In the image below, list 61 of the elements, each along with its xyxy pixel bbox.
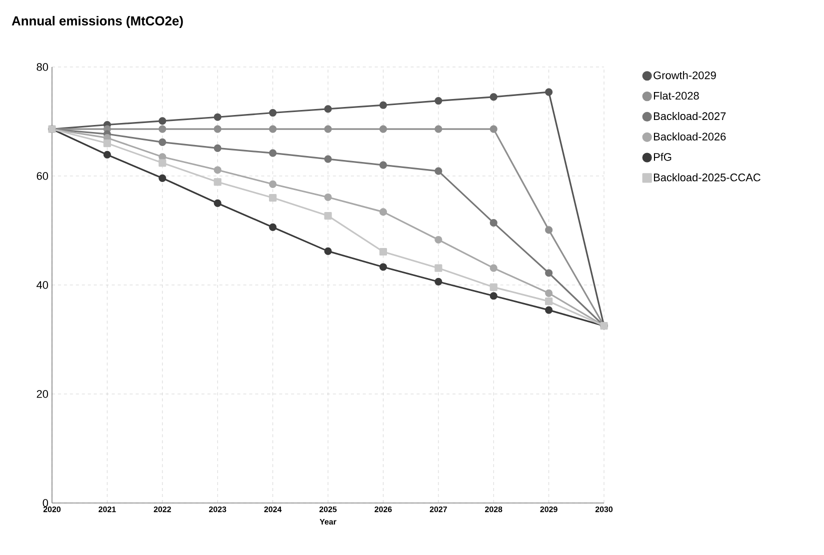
legend-label: PfG [654,152,672,161]
y-tick-label: 0 [42,499,48,507]
point [545,226,553,234]
legend-label: Backload-2027 [654,112,726,120]
point [324,247,332,255]
point [545,88,553,96]
point [434,236,442,244]
point [269,180,277,188]
point [379,263,388,271]
point [434,96,442,105]
point [324,105,332,113]
point [490,219,498,227]
point [214,178,222,186]
point [158,159,166,167]
point [379,161,388,169]
point [545,289,553,297]
point [158,117,166,125]
point [490,292,498,300]
point [434,278,442,286]
point [214,166,222,174]
point [324,125,332,133]
point [324,212,332,220]
legend-label: Flat-2028 [654,92,699,100]
chart-title: Annual emissions (MtCO2e) [12,16,183,28]
point [379,101,388,109]
point [324,193,332,202]
point [324,155,332,163]
point [434,264,442,272]
point [379,248,388,256]
point [379,125,388,133]
point [490,93,498,101]
y-tick-label: 80 [36,63,48,71]
point [214,199,222,208]
point [434,125,442,133]
point [214,113,222,121]
point [103,139,112,148]
point [545,306,553,314]
point [545,269,553,277]
y-tick-label: 20 [36,390,48,398]
point [490,125,498,133]
point [490,283,498,291]
point [269,149,277,157]
legend-label: Backload-2025-CCAC [654,173,760,182]
point [545,298,553,306]
point [214,125,222,133]
legend-label: Growth-2029 [654,71,716,80]
point [269,194,277,202]
point [269,125,277,133]
point [158,125,166,133]
point [269,223,277,232]
point [269,108,277,117]
point [214,144,222,152]
point [158,174,166,182]
point [490,264,498,272]
y-tick-label: 40 [36,281,48,289]
point [379,208,388,216]
point [103,150,112,159]
y-tick-label: 60 [36,172,48,180]
point [434,167,442,175]
point [158,138,166,146]
legend-label: Backload-2026 [654,132,726,140]
